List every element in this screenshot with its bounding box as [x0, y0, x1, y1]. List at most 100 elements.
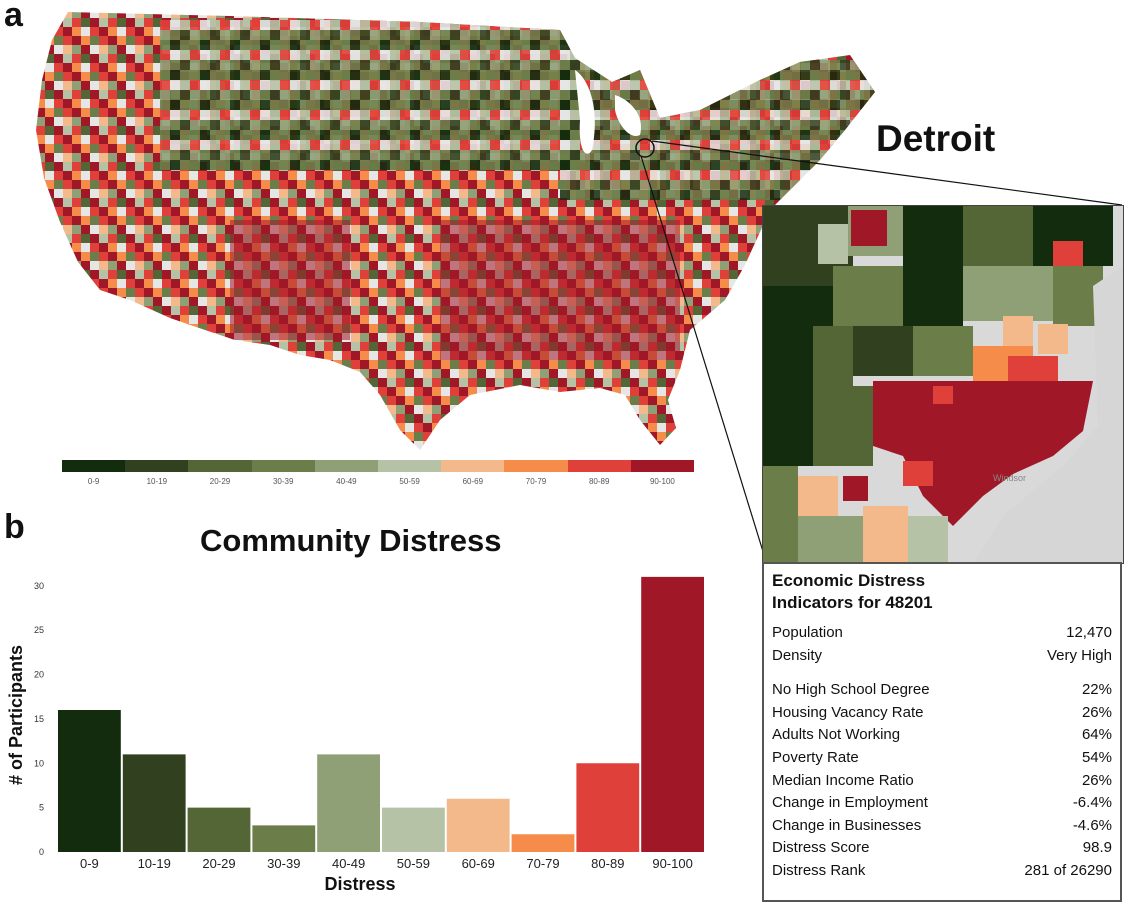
chart-title: Community Distress: [200, 523, 502, 558]
legend-swatch: [378, 460, 442, 472]
legend-label: 20-29: [209, 477, 231, 486]
info-label: Distress Rank: [772, 861, 866, 879]
x-tick-label: 60-69: [462, 856, 495, 871]
info-value: 64%: [1081, 726, 1112, 744]
legend-swatch: [314, 460, 379, 472]
info-value: Very High: [1046, 646, 1112, 664]
info-row-distress-score: Distress Score 98.9: [772, 837, 1112, 860]
bar-20-29: [187, 807, 251, 852]
legend-labels: 0-9 10-19 20-29 30-39 40-49 50-59 60-69 70-79 80…: [62, 477, 694, 486]
info-value: 22%: [1081, 681, 1112, 699]
x-tick-label: 10-19: [138, 856, 171, 871]
legend-swatches: [62, 460, 695, 472]
legend-label: 30-39: [272, 477, 294, 486]
x-tick-label: 70-79: [526, 856, 559, 871]
info-value: 26%: [1081, 703, 1112, 721]
legend-label: 80-89: [588, 477, 610, 486]
bar-80-89: [576, 763, 640, 852]
x-axis-label: Distress: [324, 874, 395, 894]
detroit-marker: [635, 138, 655, 158]
legend-swatch: [441, 460, 505, 472]
detroit-zoom-map: Windsor: [762, 205, 1124, 564]
y-tick-label: 25: [34, 625, 44, 635]
x-tick-label: 40-49: [332, 856, 365, 871]
y-tick-label: 15: [34, 714, 44, 724]
bar-40-49: [317, 754, 380, 852]
y-tick-labels: 0 5 10 15 20 25 30: [34, 581, 44, 857]
legend-label: 10-19: [146, 477, 168, 486]
info-label: Population: [772, 624, 843, 641]
bar-90-100: [641, 576, 704, 852]
y-tick-label: 10: [34, 758, 44, 768]
info-row-change-businesses: Change in Businesses -4.6%: [772, 815, 1112, 838]
distress-bar-chart: 0 5 10 15 20 25 30 0-9 10-19 20-29 30-39 40-49 50-5…: [6, 576, 704, 894]
x-tick-label: 90-100: [652, 856, 692, 871]
x-tick-labels: 0-9 10-19 20-29 30-39 40-49 50-59 60-69 70-79 80…: [80, 856, 693, 871]
info-label: Change in Businesses: [772, 816, 922, 834]
us-distress-map: [36, 12, 1123, 559]
info-row-density: Density Very High: [772, 645, 1112, 668]
info-title-line1: Economic Distress: [772, 571, 926, 590]
legend-swatch: [504, 460, 568, 472]
info-label: No High School Degree: [772, 681, 930, 699]
info-label: Adults Not Working: [772, 726, 901, 744]
legend-swatch: [567, 460, 631, 472]
x-tick-label: 30-39: [267, 856, 300, 871]
y-axis-label: # of Participants: [6, 645, 26, 785]
info-row-housing-vacancy: Housing Vacancy Rate 26%: [772, 702, 1112, 725]
info-row-no-high-school: No High School Degree 22%: [772, 679, 1112, 702]
y-tick-label: 30: [34, 581, 44, 591]
legend-label: 40-49: [336, 477, 357, 486]
y-tick-label: 5: [39, 803, 44, 813]
legend-label: 70-79: [525, 477, 547, 486]
bar-70-79: [511, 834, 575, 852]
info-title-line2: Indicators for 48201: [772, 593, 933, 612]
x-tick-label: 0-9: [80, 856, 99, 871]
lake-michigan: [575, 70, 595, 154]
info-label: Distress Score: [772, 839, 870, 857]
info-value: 26%: [1081, 771, 1112, 789]
bar-60-69: [446, 798, 510, 852]
info-row-poverty-rate: Poverty Rate 54%: [772, 747, 1112, 770]
info-label: Density: [772, 646, 823, 664]
zoom-connector-bottom: [640, 155, 766, 559]
svg-text:Windsor: Windsor: [993, 473, 1026, 483]
info-value: -6.4%: [1072, 794, 1112, 812]
legend-swatch: [251, 460, 315, 472]
bar-10-19: [122, 754, 186, 852]
legend-label: 0-9: [87, 477, 100, 486]
legend-label: 60-69: [462, 477, 484, 486]
bar-50-59: [382, 807, 445, 852]
panel-letter-a: a: [4, 0, 23, 34]
distress-info-box: Economic Distress Indicators for 48201 P…: [762, 562, 1122, 902]
x-tick-label: 80-89: [591, 856, 624, 871]
info-value: 281 of 26290: [1024, 861, 1112, 879]
zoom-connector-top: [651, 140, 1123, 206]
legend-label: 90-100: [649, 477, 675, 486]
info-row-median-income: Median Income Ratio 26%: [772, 770, 1112, 793]
legend-swatch: [630, 460, 695, 472]
bars-group: [58, 576, 704, 852]
bar-0-9: [58, 710, 121, 852]
info-label: Median Income Ratio: [772, 771, 914, 789]
x-tick-label: 20-29: [202, 856, 235, 871]
y-tick-label: 20: [34, 670, 44, 680]
legend-swatch: [62, 460, 126, 472]
info-label: Change in Employment: [772, 794, 928, 812]
info-value: 54%: [1081, 748, 1112, 766]
info-row-distress-rank: Distress Rank 281 of 26290: [772, 860, 1112, 883]
city-label: Detroit: [876, 118, 996, 159]
info-row-change-employment: Change in Employment -6.4%: [772, 792, 1112, 815]
legend-label: 50-59: [399, 477, 420, 486]
info-row-adults-not-working: Adults Not Working 64%: [772, 724, 1112, 747]
x-tick-label: 50-59: [397, 856, 430, 871]
info-label: Housing Vacancy Rate: [772, 703, 924, 721]
bar-30-39: [252, 825, 316, 852]
map-legend: 0-9 10-19 20-29 30-39 40-49 50-59 60-69 70-79 80…: [62, 460, 695, 500]
lake-huron: [615, 95, 641, 136]
info-value: -4.6%: [1072, 816, 1112, 834]
info-value: 98.9: [1082, 839, 1112, 857]
legend-swatch: [125, 460, 189, 472]
y-tick-label: 0: [39, 847, 44, 857]
info-value: 12,470: [1066, 624, 1112, 641]
